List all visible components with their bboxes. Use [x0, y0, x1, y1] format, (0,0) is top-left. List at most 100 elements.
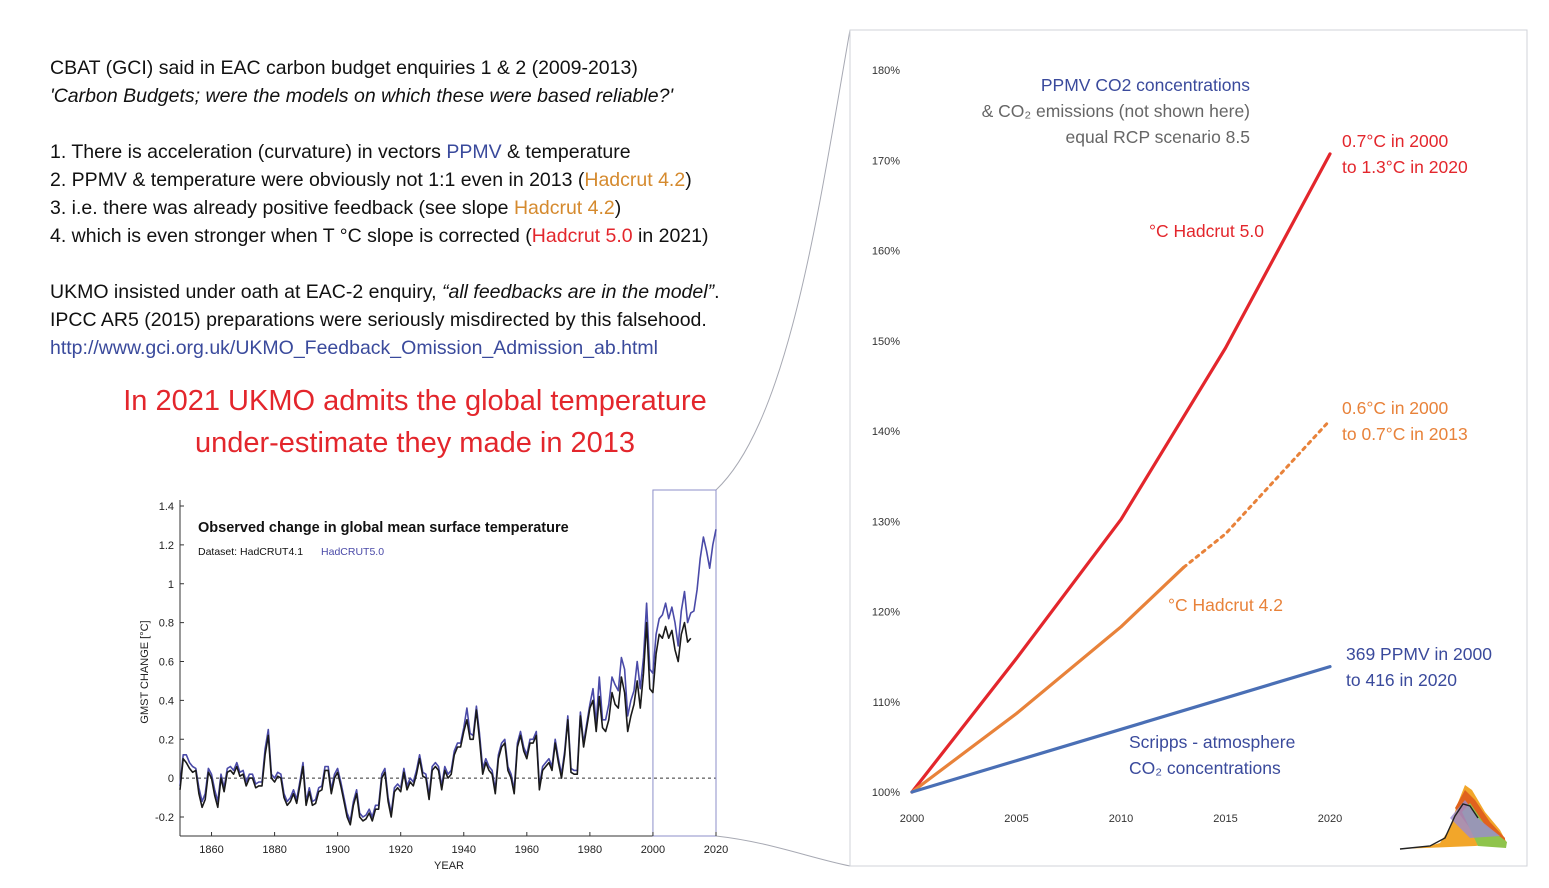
point-1-ppmv: PPMV — [446, 141, 502, 163]
ann-top-1: PPMV CO2 concentrations — [1040, 75, 1250, 95]
point-2: 2. PPMV & temperature were obviously not… — [50, 166, 719, 194]
ann-top: PPMV CO2 concentrations & CO₂ emissions … — [954, 72, 1250, 150]
point-2-text: 2. PPMV & temperature were obviously not… — [50, 169, 585, 191]
ann-h50-end-2: to 1.3°C in 2020 — [1342, 157, 1468, 177]
point-1-text: 1. There is acceleration (curvature) in … — [50, 141, 447, 163]
y-tick-label: 120% — [872, 607, 900, 619]
left-chart-legend: Dataset: HadCRUT4.1 HadCRUT5.0 — [198, 546, 384, 558]
oath-post: . — [714, 281, 720, 303]
y-tick-label: 0 — [168, 773, 174, 785]
x-tick-label: 2005 — [1004, 813, 1028, 825]
legend-hadcrut5: HadCRUT5.0 — [321, 546, 384, 558]
y-tick-label: 1.2 — [159, 540, 174, 552]
gci-logo — [1399, 785, 1507, 850]
point-1: 1. There is acceleration (curvature) in … — [50, 138, 719, 166]
intro-line-1: CBAT (GCI) said in EAC carbon budget enq… — [50, 57, 638, 79]
left-chart: -0.2 0 0.2 0.4 0.6 0.8 1 1.2 1.4 1860 1880 1900 1920… — [139, 489, 728, 872]
ann-scripps-2: CO₂ concentrations — [1129, 758, 1281, 778]
headline-line-2: under-estimate they made in 2013 — [194, 427, 636, 459]
left-chart-ticks: -0.2 0 0.2 0.4 0.6 0.8 1 1.2 1.4 1860 1880 1900 1920… — [155, 501, 728, 856]
y-tick-label: 0.8 — [159, 618, 174, 630]
ann-scripps: Scripps - atmosphere CO₂ concentrations — [1129, 729, 1295, 781]
x-tick-label: 1940 — [452, 844, 476, 856]
y-tick-label: 130% — [872, 516, 900, 528]
x-tick-label: 2000 — [641, 844, 665, 856]
ann-ppmv-end-2: to 416 in 2020 — [1346, 670, 1457, 690]
ann-h42-end-2: to 0.7°C in 2013 — [1342, 424, 1468, 444]
oath-pre: UKMO insisted under oath at EAC-2 enquir… — [50, 281, 442, 303]
x-tick-label: 2015 — [1213, 813, 1237, 825]
y-tick-label: 170% — [872, 155, 900, 167]
x-tick-label: 1920 — [388, 844, 412, 856]
source-link[interactable]: http://www.gci.org.uk/UKMO_Feedback_Omis… — [50, 337, 659, 359]
y-tick-label: 1.4 — [159, 501, 174, 513]
point-4: 4. which is even stronger when T °C slop… — [50, 222, 719, 250]
y-tick-label: 140% — [872, 426, 900, 438]
legend-hadcrut4: Dataset: HadCRUT4.1 — [198, 546, 303, 558]
ann-h42-end-1: 0.6°C in 2000 — [1342, 398, 1449, 418]
right-chart-series — [910, 152, 1332, 794]
intro-text: CBAT (GCI) said in EAC carbon budget enq… — [50, 54, 719, 362]
ann-h50-end-1: 0.7°C in 2000 — [1342, 131, 1449, 151]
point-3-tail: ) — [614, 197, 622, 219]
left-chart-xlabel: YEAR — [434, 860, 464, 872]
x-tick-label: 1980 — [578, 844, 602, 856]
y-tick-label: 0.4 — [159, 695, 174, 707]
intro-question: 'Carbon Budgets; were the models on whic… — [50, 85, 674, 107]
ann-top-3: equal RCP scenario 8.5 — [1065, 127, 1250, 147]
point-3: 3. i.e. there was already positive feedb… — [50, 194, 719, 222]
ann-scripps-1: Scripps - atmosphere — [1129, 732, 1296, 752]
headline-line-1: In 2021 UKMO admits the global temperatu… — [123, 385, 707, 417]
y-tick-label: 0.2 — [159, 734, 174, 746]
right-chart: 100% 110% 120% 130% 140% 150% 160% 170% 180% 2000… — [872, 65, 1342, 825]
y-tick-label: 100% — [872, 787, 900, 799]
y-tick-label: 1 — [168, 579, 174, 591]
y-tick-label: 180% — [872, 65, 900, 77]
right-chart-ticks: 100% 110% 120% 130% 140% 150% 160% 170% 180% 2000… — [872, 65, 1342, 825]
ann-h50-end: 0.7°C in 2000 to 1.3°C in 2020 — [1342, 128, 1468, 180]
headline: In 2021 UKMO admits the global temperatu… — [50, 380, 780, 464]
point-4-tail: in 2021) — [632, 225, 709, 247]
point-3-hadcrut: Hadcrut 4.2 — [513, 197, 615, 219]
point-4-hadcrut: Hadcrut 5.0 — [531, 225, 633, 247]
ann-top-2: & CO₂ emissions (not shown here) — [981, 101, 1250, 121]
zoom-callout-bottom — [715, 835, 851, 867]
x-tick-label: 2000 — [900, 813, 924, 825]
oath-line: UKMO insisted under oath at EAC-2 enquir… — [50, 278, 719, 306]
series-hadcrut5-line — [910, 152, 1332, 794]
x-tick-label: 2020 — [1318, 813, 1342, 825]
intro-line-2: 'Carbon Budgets; were the models on whic… — [50, 82, 719, 110]
y-tick-label: 0.6 — [159, 657, 174, 669]
left-chart-title: Observed change in global mean surface t… — [198, 520, 569, 536]
point-1-tail: & temperature — [501, 141, 631, 163]
series-hadcrut42-line — [910, 565, 1186, 794]
ann-ppmv-end-1: 369 PPMV in 2000 — [1346, 644, 1492, 664]
y-tick-label: 110% — [873, 697, 901, 709]
ann-h42-label: °C Hadcrut 4.2 — [1168, 595, 1283, 615]
ipcc-line: IPCC AR5 (2015) preparations were seriou… — [50, 309, 707, 331]
y-tick-label: 160% — [872, 246, 900, 258]
y-tick-label: 150% — [872, 336, 900, 348]
x-tick-label: 2020 — [704, 844, 728, 856]
series-ppmv-line — [910, 665, 1332, 794]
x-tick-label: 1860 — [199, 844, 223, 856]
series-hadcrut42-projection — [1182, 418, 1332, 569]
ann-h50-label: °C Hadcrut 5.0 — [1149, 221, 1264, 241]
x-tick-label: 1900 — [325, 844, 349, 856]
left-chart-series — [179, 529, 717, 826]
point-2-tail: ) — [685, 169, 692, 191]
left-chart-axes — [179, 489, 717, 837]
highlight-box — [652, 489, 717, 837]
point-2-hadcrut: Hadcrut 4.2 — [584, 169, 686, 191]
ann-h42-end: 0.6°C in 2000 to 0.7°C in 2013 — [1342, 395, 1468, 447]
point-4-text: 4. which is even stronger when T °C slop… — [50, 225, 532, 247]
x-tick-label: 1960 — [515, 844, 539, 856]
left-chart-ylabel: GMST CHANGE [°C] — [139, 620, 151, 723]
ann-ppmv-end: 369 PPMV in 2000 to 416 in 2020 — [1346, 641, 1492, 693]
point-3-text: 3. i.e. there was already positive feedb… — [50, 197, 514, 219]
x-tick-label: 1880 — [262, 844, 286, 856]
series-hadcrut4-line — [179, 621, 692, 826]
x-tick-label: 2010 — [1109, 813, 1133, 825]
oath-quote: “all feedbacks are in the model” — [442, 281, 715, 303]
